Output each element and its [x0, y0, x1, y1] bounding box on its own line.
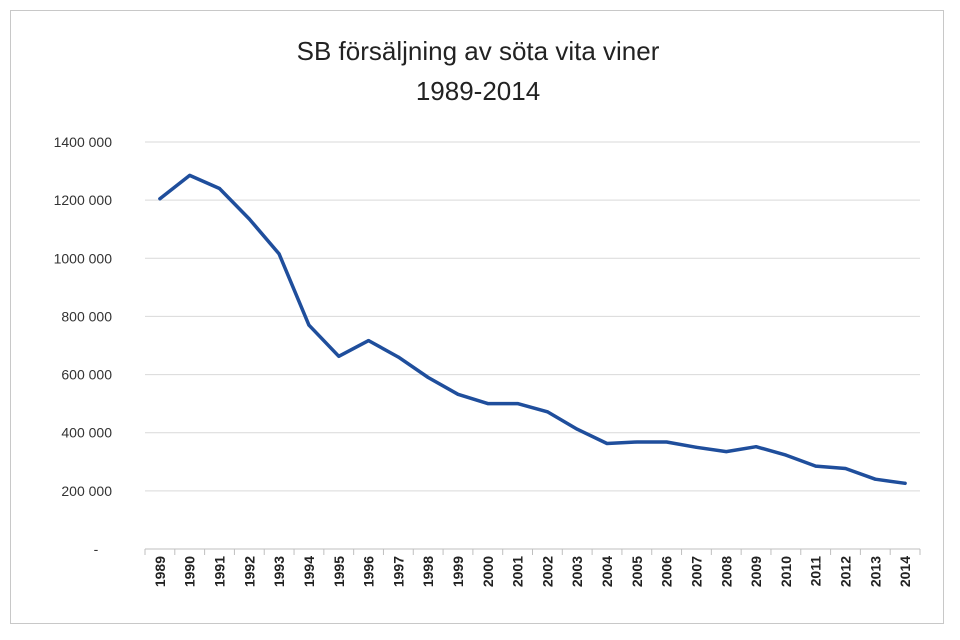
x-tick-label: 2009: [748, 556, 764, 587]
x-tick-label: 2012: [837, 556, 853, 587]
data-point: [456, 392, 460, 396]
x-tick-label: 1989: [152, 556, 168, 587]
x-tick-label: 1997: [390, 556, 406, 587]
x-tick-label: 2000: [480, 556, 496, 587]
data-point: [277, 252, 281, 256]
x-tick-label: 2010: [778, 556, 794, 587]
y-axis-ticks: - 200 000 400 000 600 000 800 000 1000 000 120…: [54, 134, 113, 557]
x-tick-label: 2013: [867, 556, 883, 587]
x-tick-label: 2006: [659, 556, 675, 587]
data-point: [188, 173, 192, 177]
data-point: [754, 445, 758, 449]
data-point: [575, 427, 579, 431]
data-point: [307, 323, 311, 327]
x-tick-label: 1993: [271, 556, 287, 587]
x-tick-label: 1990: [182, 556, 198, 587]
x-tick-label: 2014: [897, 556, 913, 587]
data-point: [635, 440, 639, 444]
data-point: [516, 402, 520, 406]
data-point: [247, 217, 251, 221]
x-tick-label: 2011: [808, 556, 824, 587]
x-axis: 1989 1990 1991 1992 1993 1994 1995 1996 1997 1998…: [144, 548, 921, 587]
data-point: [903, 481, 907, 485]
data-point: [694, 445, 698, 449]
chart-title: SB försäljning av söta vita viner: [297, 36, 660, 66]
data-point: [814, 464, 818, 468]
y-tick-label: 1400 000: [54, 134, 113, 150]
data-point: [337, 354, 341, 358]
gridlines: [145, 141, 920, 492]
y-tick-label: -: [94, 541, 99, 557]
data-point: [843, 466, 847, 470]
series-line: [158, 173, 907, 486]
y-tick-label: 200 000: [61, 483, 112, 499]
x-tick-label: 2007: [688, 556, 704, 587]
data-point: [367, 339, 371, 343]
y-tick-label: 1200 000: [54, 192, 113, 208]
x-tick-label: 2008: [718, 556, 734, 587]
x-tick-label: 1996: [361, 556, 377, 587]
data-point: [158, 197, 162, 201]
x-tick-label: 2005: [629, 556, 645, 587]
data-point: [873, 477, 877, 481]
chart-subtitle: 1989-2014: [416, 76, 540, 106]
x-tick-label: 1995: [331, 556, 347, 587]
series-group: [158, 173, 907, 486]
x-tick-label: 2002: [539, 556, 555, 587]
data-point: [218, 187, 222, 191]
data-point: [486, 402, 490, 406]
data-point: [396, 355, 400, 359]
x-tick-label: 1998: [420, 556, 436, 587]
x-tick-label: 1994: [301, 556, 317, 587]
y-tick-label: 800 000: [61, 308, 112, 324]
x-tick-label: 1999: [450, 556, 466, 587]
y-tick-label: 1000 000: [54, 250, 113, 266]
data-point: [784, 453, 788, 457]
x-tick-label: 1991: [212, 556, 228, 587]
y-tick-label: 600 000: [61, 367, 112, 383]
x-tick-label: 2003: [569, 556, 585, 587]
data-point: [545, 410, 549, 414]
data-point: [724, 450, 728, 454]
x-tick-label: 2001: [510, 556, 526, 587]
data-point: [426, 375, 430, 379]
x-tick-label: 2004: [599, 556, 615, 587]
data-point: [605, 441, 609, 445]
y-tick-label: 400 000: [61, 425, 112, 441]
data-point: [665, 440, 669, 444]
chart-frame: [10, 10, 944, 624]
x-tick-label: 1992: [241, 556, 257, 587]
